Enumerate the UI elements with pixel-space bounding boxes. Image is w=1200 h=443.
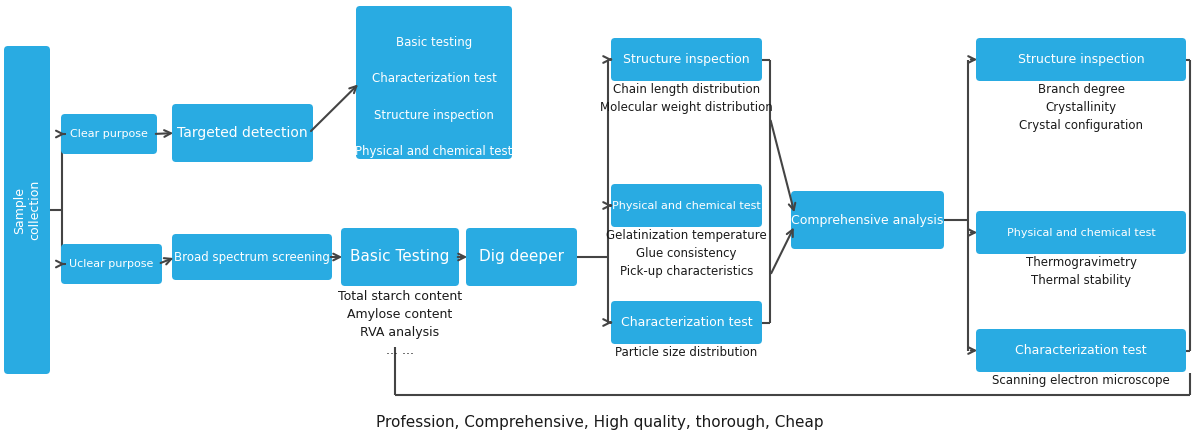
FancyBboxPatch shape <box>611 184 762 227</box>
FancyBboxPatch shape <box>172 104 313 162</box>
Text: Targeted detection: Targeted detection <box>178 126 308 140</box>
Text: Basic testing: Basic testing <box>396 36 472 49</box>
Text: Particle size distribution: Particle size distribution <box>616 346 757 359</box>
Text: Uclear purpose: Uclear purpose <box>70 259 154 269</box>
Text: Structure inspection: Structure inspection <box>374 109 494 122</box>
Text: Total starch content: Total starch content <box>338 290 462 303</box>
Text: Physical and chemical test: Physical and chemical test <box>1007 228 1156 237</box>
Text: Characterization test: Characterization test <box>620 316 752 329</box>
Text: Chain length distribution: Chain length distribution <box>613 83 760 96</box>
FancyBboxPatch shape <box>466 228 577 286</box>
Text: Comprehensive analysis: Comprehensive analysis <box>791 214 943 226</box>
FancyBboxPatch shape <box>341 228 458 286</box>
Text: Basic Testing: Basic Testing <box>350 249 450 264</box>
Text: Structure inspection: Structure inspection <box>623 53 750 66</box>
Text: Sample
collection: Sample collection <box>13 180 41 240</box>
Text: RVA analysis: RVA analysis <box>360 326 439 339</box>
Text: Molecular weight distribution: Molecular weight distribution <box>600 101 773 114</box>
FancyBboxPatch shape <box>976 329 1186 372</box>
FancyBboxPatch shape <box>61 114 157 154</box>
Text: Thermogravimetry: Thermogravimetry <box>1026 256 1136 269</box>
FancyBboxPatch shape <box>61 244 162 284</box>
Text: Characterization test: Characterization test <box>1015 344 1147 357</box>
Text: Gelatinization temperature: Gelatinization temperature <box>606 229 767 242</box>
Text: Physical and chemical test: Physical and chemical test <box>355 145 512 158</box>
Text: Characterization test: Characterization test <box>372 72 497 85</box>
Text: ... ...: ... ... <box>386 344 414 357</box>
FancyBboxPatch shape <box>976 211 1186 254</box>
FancyBboxPatch shape <box>356 6 512 159</box>
Text: Physical and chemical test: Physical and chemical test <box>612 201 761 210</box>
FancyBboxPatch shape <box>976 38 1186 81</box>
Text: Broad spectrum screening: Broad spectrum screening <box>174 250 330 264</box>
Text: Thermal stability: Thermal stability <box>1031 274 1132 287</box>
FancyBboxPatch shape <box>4 46 50 374</box>
Text: Structure inspection: Structure inspection <box>1018 53 1145 66</box>
FancyBboxPatch shape <box>172 234 332 280</box>
FancyBboxPatch shape <box>611 301 762 344</box>
Text: Crystallinity: Crystallinity <box>1045 101 1116 114</box>
Text: Pick-up characteristics: Pick-up characteristics <box>620 265 754 278</box>
Text: Crystal configuration: Crystal configuration <box>1019 119 1142 132</box>
Text: Dig deeper: Dig deeper <box>479 249 564 264</box>
Text: Branch degree: Branch degree <box>1038 83 1124 96</box>
Text: Amylose content: Amylose content <box>347 308 452 321</box>
Text: Scanning electron microscope: Scanning electron microscope <box>992 374 1170 387</box>
Text: Glue consistency: Glue consistency <box>636 247 737 260</box>
FancyBboxPatch shape <box>611 38 762 81</box>
FancyBboxPatch shape <box>791 191 944 249</box>
Text: Profession, Comprehensive, High quality, thorough, Cheap: Profession, Comprehensive, High quality,… <box>376 415 824 430</box>
Text: Clear purpose: Clear purpose <box>70 129 148 139</box>
